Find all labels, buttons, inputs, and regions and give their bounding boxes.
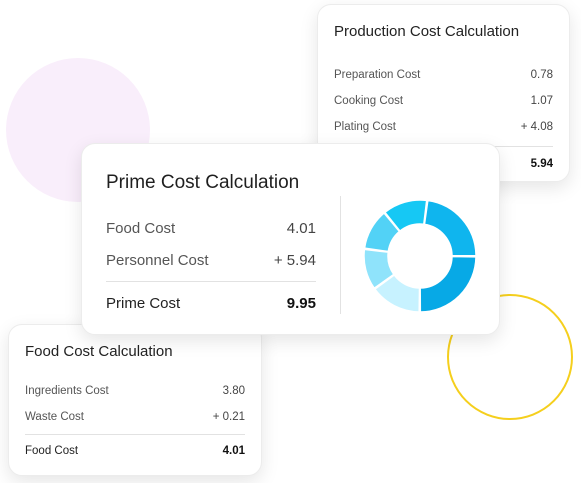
donut-segment-1: [423, 199, 477, 257]
row-label: Waste Cost: [25, 411, 85, 423]
row-value: + 4.08: [520, 121, 553, 133]
row-label: Cooking Cost: [334, 95, 404, 107]
production-total-row: 5.94: [334, 151, 553, 177]
prime-row-food-cost: Food Cost 4.01: [106, 212, 316, 244]
food-total-value: 4.01: [222, 445, 245, 457]
donut-segment-5: [363, 212, 401, 253]
donut-segment-2: [419, 255, 477, 313]
vertical-divider: [340, 196, 341, 314]
cost-donut-chart: [363, 199, 477, 313]
row-value: 3.80: [222, 385, 245, 397]
divider: [106, 281, 316, 282]
decorative-yellow-ring: [447, 294, 573, 420]
production-total-value: 5.94: [530, 158, 553, 170]
row-value: 0.78: [530, 69, 553, 81]
food-total-row: Food Cost 4.01: [25, 437, 245, 465]
donut-segment-6: [383, 199, 428, 233]
food-row-waste: Waste Cost + 0.21: [25, 404, 245, 430]
donut-segment-4: [363, 248, 395, 290]
food-cost-card: Food Cost Calculation Ingredients Cost 3…: [8, 324, 262, 476]
production-card-title: Production Cost Calculation: [334, 23, 520, 40]
row-value: 4.01: [286, 219, 316, 237]
donut-segment-3: [373, 273, 421, 313]
divider: [25, 434, 245, 435]
production-row-plating: Plating Cost + 4.08: [334, 114, 553, 140]
prime-total-label: Prime Cost: [106, 294, 181, 312]
prime-card-title: Prime Cost Calculation: [106, 172, 300, 193]
row-label: Ingredients Cost: [25, 385, 109, 397]
food-row-ingredients: Ingredients Cost 3.80: [25, 378, 245, 404]
production-row-cooking: Cooking Cost 1.07: [334, 88, 553, 114]
row-label: Food Cost: [106, 219, 176, 237]
production-row-preparation: Preparation Cost 0.78: [334, 62, 553, 88]
prime-total-row: Prime Cost 9.95: [106, 288, 316, 318]
food-total-label: Food Cost: [25, 445, 79, 457]
row-value: + 5.94: [273, 251, 316, 269]
prime-total-value: 9.95: [286, 294, 316, 312]
prime-row-personnel-cost: Personnel Cost + 5.94: [106, 244, 316, 276]
prime-breakdown: Food Cost 4.01 Personnel Cost + 5.94 Pri…: [106, 212, 316, 318]
food-card-title: Food Cost Calculation: [25, 343, 173, 360]
row-value: 1.07: [530, 95, 553, 107]
row-label: Personnel Cost: [106, 251, 209, 269]
row-value: + 0.21: [212, 411, 245, 423]
row-label: Preparation Cost: [334, 69, 421, 81]
prime-cost-card: Prime Cost Calculation Food Cost 4.01 Pe…: [81, 143, 500, 335]
row-label: Plating Cost: [334, 121, 397, 133]
